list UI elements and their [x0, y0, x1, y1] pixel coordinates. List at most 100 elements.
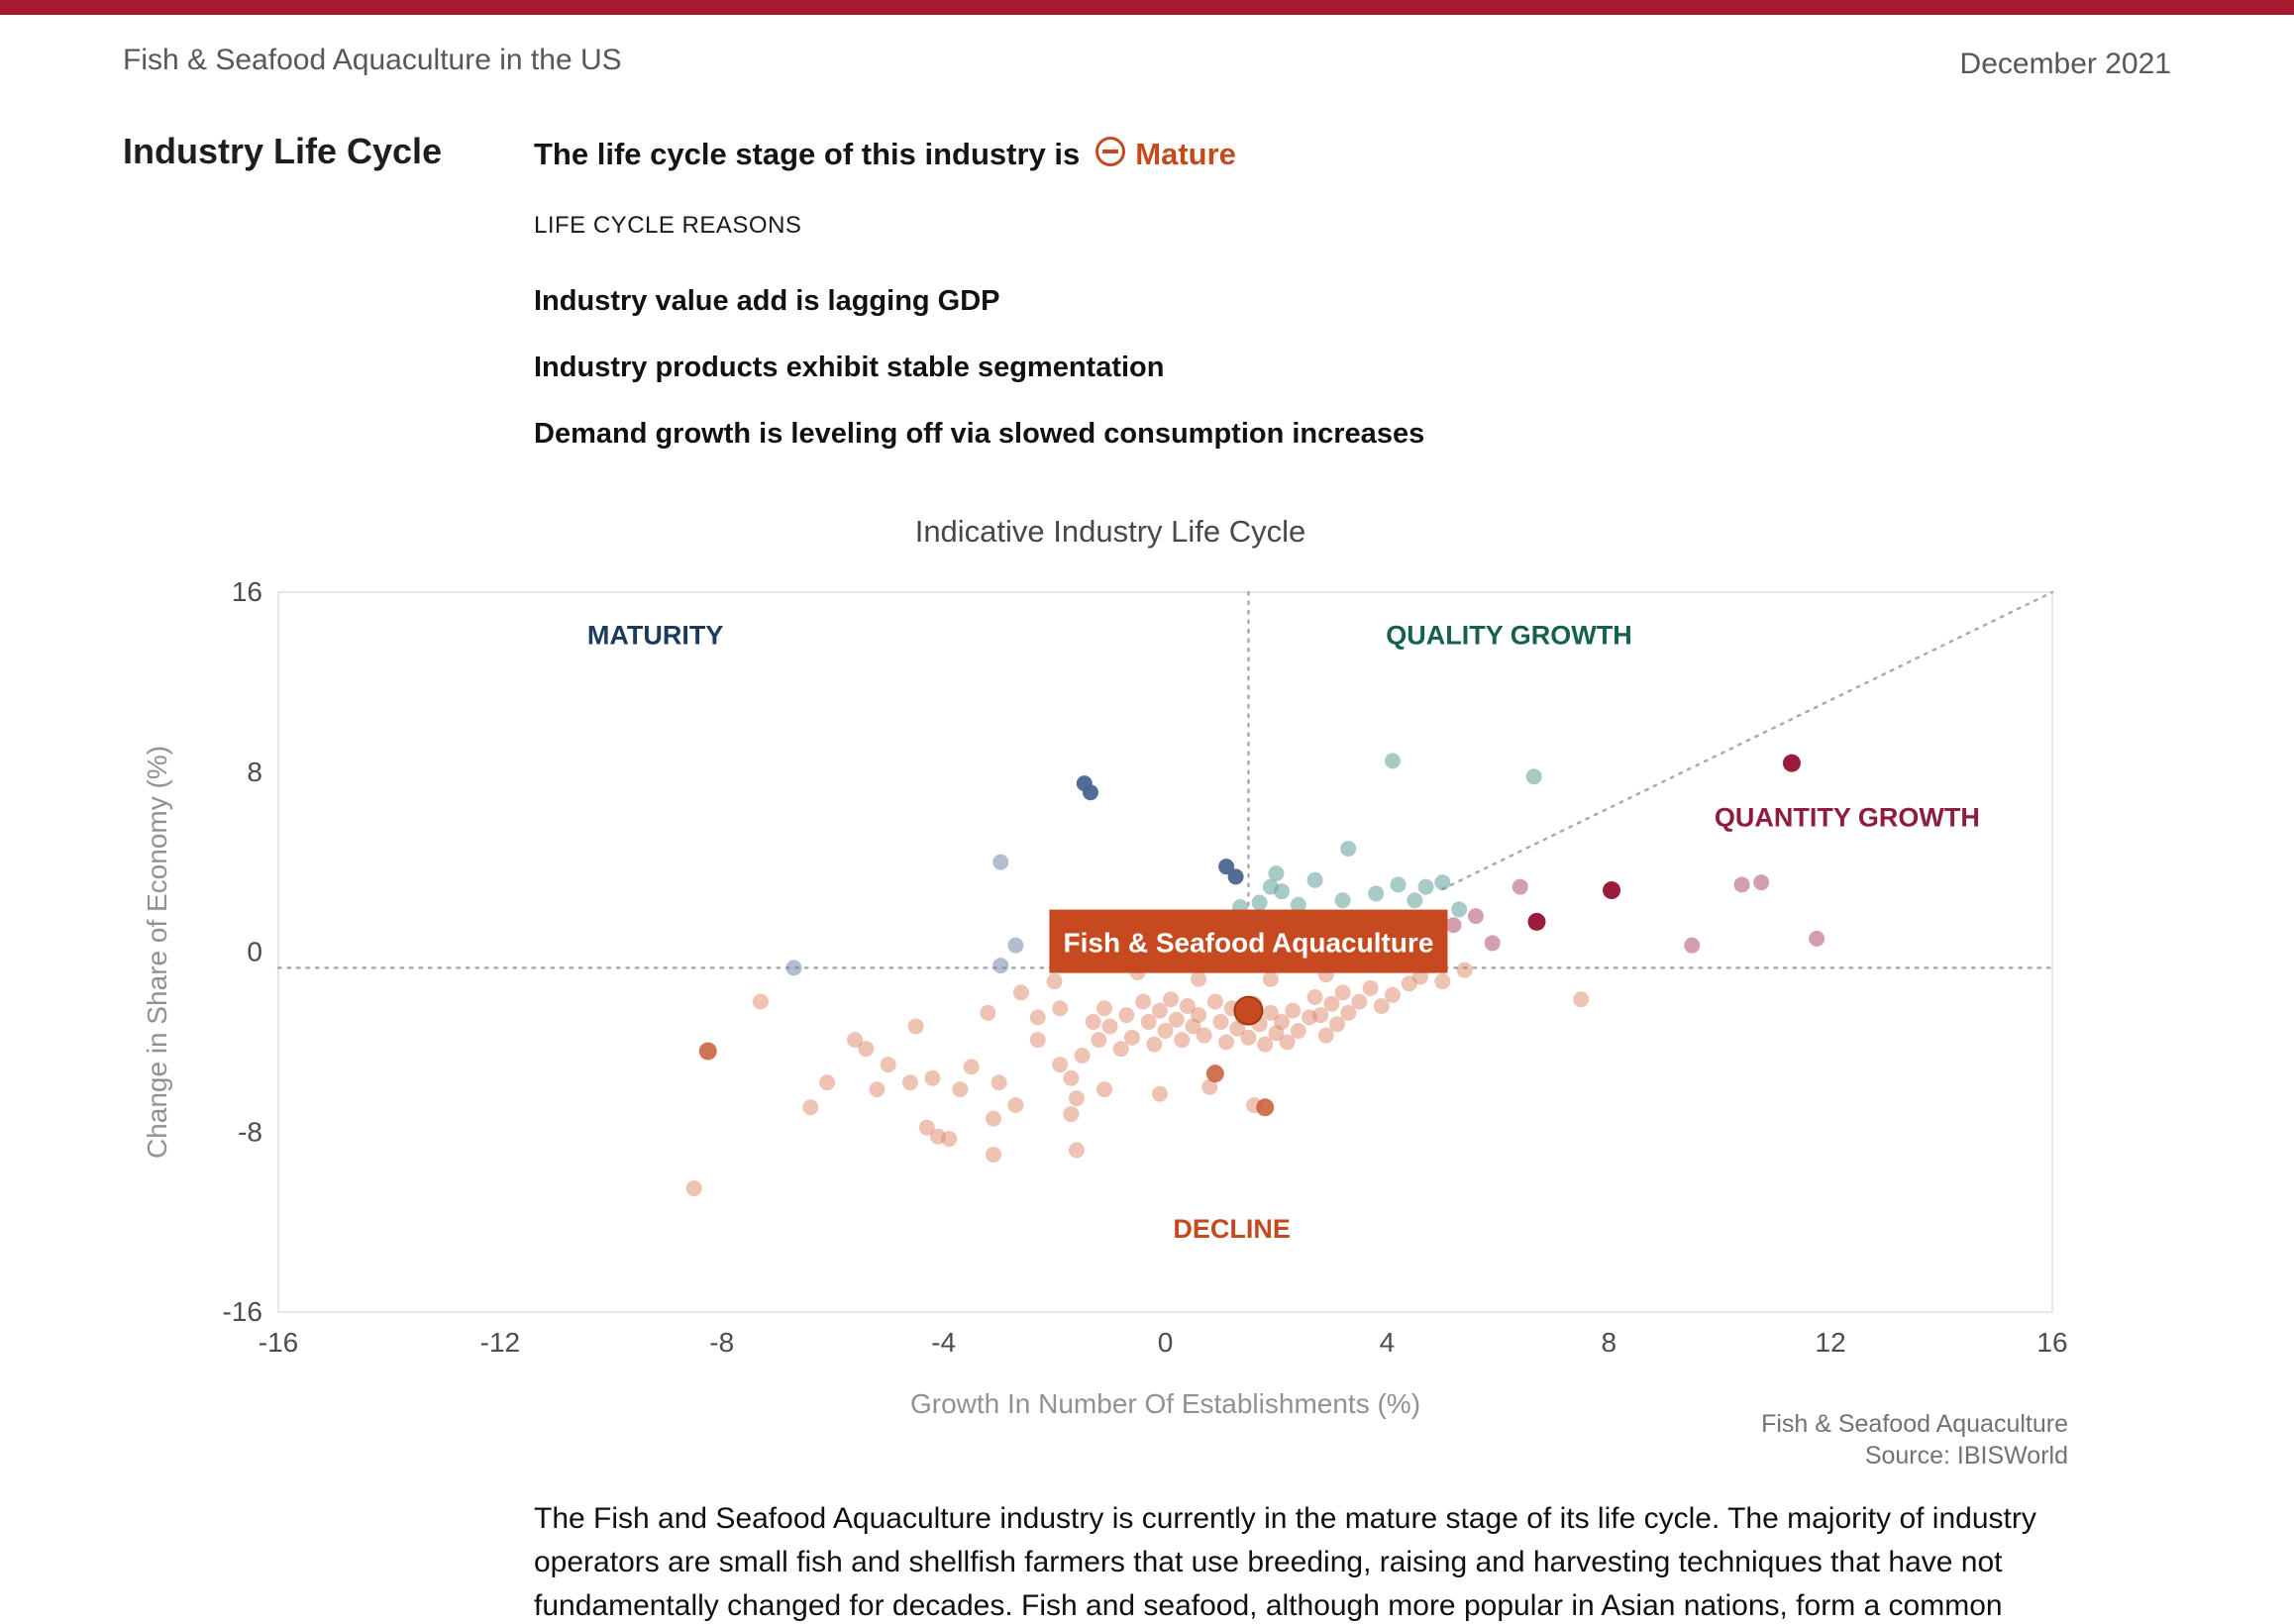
scatter-point-peer-industries — [930, 1128, 947, 1145]
scatter-point-peer-industries — [1317, 1027, 1334, 1044]
scatter-point-peer-industries — [1285, 1002, 1302, 1019]
scatter-point-peer-industries — [1218, 1034, 1235, 1051]
stage-value: Mature — [1135, 137, 1236, 171]
scatter-point-peer-industries — [1274, 1013, 1291, 1030]
scatter-point-peer-industries — [985, 1110, 1001, 1127]
life-cycle-reasons-label: LIFE CYCLE REASONS — [534, 212, 802, 239]
scatter-point-peer-industries — [902, 1074, 919, 1091]
scatter-point-peer-industries — [1112, 1041, 1129, 1058]
scatter-point-peer-industries — [1401, 975, 1417, 992]
scatter-point-peer-industries — [1185, 1018, 1201, 1035]
scatter-point-peer-industries — [1163, 991, 1180, 1008]
scatter-point-peer-industries — [1456, 962, 1473, 978]
x-tick-label: 16 — [2036, 1327, 2067, 1358]
industry-description-paragraph: The Fish and Seafood Aquaculture industr… — [534, 1502, 2036, 1622]
scatter-point-peer-industries — [1046, 973, 1063, 990]
quadrant-label-maturity: MATURITY — [587, 620, 723, 650]
scatter-point-quality-growth-industries — [1268, 864, 1285, 881]
scatter-point-peer-industries — [1302, 1009, 1318, 1026]
scatter-point-peer-industries — [1012, 984, 1029, 1001]
scatter-point-maturity-industries — [992, 854, 1009, 870]
scatter-point-peer-industries — [1191, 1007, 1207, 1024]
scatter-point-peer-industries — [1229, 1020, 1246, 1037]
scatter-point-maturity-industries — [1007, 937, 1024, 954]
scatter-point-quality-growth-industries — [1384, 753, 1401, 769]
scatter-point-peer-industries — [1334, 984, 1351, 1001]
y-tick-label: -8 — [238, 1116, 262, 1147]
highlight-label: Fish & Seafood Aquaculture — [1064, 928, 1434, 959]
quadrant-label-quality-growth: QUALITY GROWTH — [1386, 620, 1631, 650]
scatter-point-peer-industries — [1306, 988, 1323, 1005]
scatter-point-peer-industries — [819, 1074, 836, 1091]
y-tick-label: -16 — [223, 1296, 262, 1327]
scatter-point-peer-industries — [1063, 1106, 1080, 1123]
scatter-point-peer-industries — [1573, 991, 1590, 1008]
scatter-point-peer-industries — [1290, 1023, 1306, 1040]
life-cycle-reason: Industry value add is lagging GDP — [534, 285, 1000, 317]
scatter-point-peer-industries — [685, 1180, 702, 1197]
life-cycle-stage-line: The life cycle stage of this industry is… — [534, 137, 1236, 172]
scatter-point-quality-growth-industries — [1434, 874, 1451, 891]
scatter-point-peer-industries — [1095, 1081, 1112, 1098]
x-axis-title: Growth In Number Of Establishments (%) — [910, 1388, 1420, 1419]
scatter-point-peer-industries — [952, 1081, 969, 1098]
scatter-point-peer-industries — [1212, 1013, 1229, 1030]
section-title: Industry Life Cycle — [123, 131, 443, 171]
life-cycle-reason: Industry products exhibit stable segment… — [534, 352, 1165, 383]
scatter-point-peer-industries — [1240, 1029, 1257, 1046]
scatter-point-peer-industries — [1091, 1032, 1107, 1049]
scatter-point-quality-growth-industries — [1251, 894, 1268, 911]
y-tick-label: 0 — [247, 937, 262, 967]
scatter-point-peer-industries — [1151, 1085, 1168, 1102]
scatter-point-peer-industries — [1063, 1069, 1080, 1086]
quadrant-diagonal-boundary — [1441, 590, 2054, 891]
scatter-point-peer-industries — [880, 1057, 896, 1073]
chart-source: Fish & Seafood Aquaculture Source: IBISW… — [1761, 1408, 2068, 1472]
scatter-point-quantity-growth-industries-light — [1484, 935, 1501, 952]
scatter-point-peer-industries — [918, 1119, 935, 1136]
scatter-point-peer-industries — [1068, 1090, 1085, 1107]
scatter-point-peer-industries — [1268, 1025, 1285, 1042]
scatter-point-peer-industries — [802, 1099, 819, 1116]
scatter-point-peer-industries-strong — [1205, 1065, 1224, 1083]
scatter-point-peer-industries — [1201, 1078, 1218, 1095]
scatter-point-quality-growth-industries — [1340, 840, 1357, 857]
x-tick-label: -4 — [931, 1327, 956, 1358]
scatter-point-quality-growth-industries — [1334, 892, 1351, 909]
scatter-point-peer-industries — [1029, 1009, 1046, 1026]
scatter-point-peer-industries — [1262, 970, 1279, 987]
scatter-point-peer-industries — [1029, 1032, 1046, 1049]
scatter-point-peer-industries — [941, 1131, 958, 1148]
scatter-point-peer-industries — [1101, 1018, 1118, 1035]
report-title: Fish & Seafood Aquaculture in the US — [123, 44, 622, 76]
scatter-point-peer-industries — [1168, 1011, 1185, 1028]
y-axis-title: Change in Share of Economy (%) — [142, 746, 172, 1159]
scatter-point-peer-industries — [1052, 1000, 1069, 1017]
scatter-point-peer-industries — [1206, 993, 1223, 1010]
scatter-point-peer-industries — [1179, 998, 1196, 1015]
scatter-point-quality-growth-industries — [1390, 876, 1407, 893]
stage-prefix: The life cycle stage of this industry is — [534, 137, 1081, 171]
scatter-point-peer-industries — [1257, 1036, 1274, 1053]
scatter-point-peer-industries — [1262, 1004, 1279, 1021]
scatter-point-peer-industries — [924, 1069, 941, 1086]
scatter-point-peer-industries — [1135, 993, 1152, 1010]
x-tick-label: -16 — [259, 1327, 298, 1358]
x-tick-label: 12 — [1816, 1327, 1846, 1358]
scatter-point-peer-industries — [985, 1146, 1001, 1163]
scatter-point-peer-industries — [1140, 1013, 1157, 1030]
scatter-point-quality-growth-industries — [1368, 885, 1385, 902]
scatter-point-quality-growth-industries — [1407, 892, 1423, 909]
quadrant-label-quantity-growth: QUANTITY GROWTH — [1715, 802, 1980, 832]
scatter-point-peer-industries — [1373, 998, 1390, 1015]
scatter-point-quantity-growth-industries-light — [1445, 917, 1462, 934]
scatter-point-peer-industries — [752, 993, 769, 1010]
scatter-point-peer-industries — [1085, 1013, 1101, 1030]
scatter-point-peer-industries — [1068, 1142, 1085, 1159]
scatter-point-quantity-growth-industries-strong — [1527, 912, 1546, 931]
x-tick-label: 8 — [1601, 1327, 1616, 1358]
life-cycle-chart-svg: MATURITY QUALITY GROWTH QUANTITY GROWTH DEC… — [142, 576, 2068, 1419]
scatter-point-quality-growth-industries — [1306, 871, 1323, 888]
scatter-point-peer-industries — [1074, 1048, 1091, 1065]
